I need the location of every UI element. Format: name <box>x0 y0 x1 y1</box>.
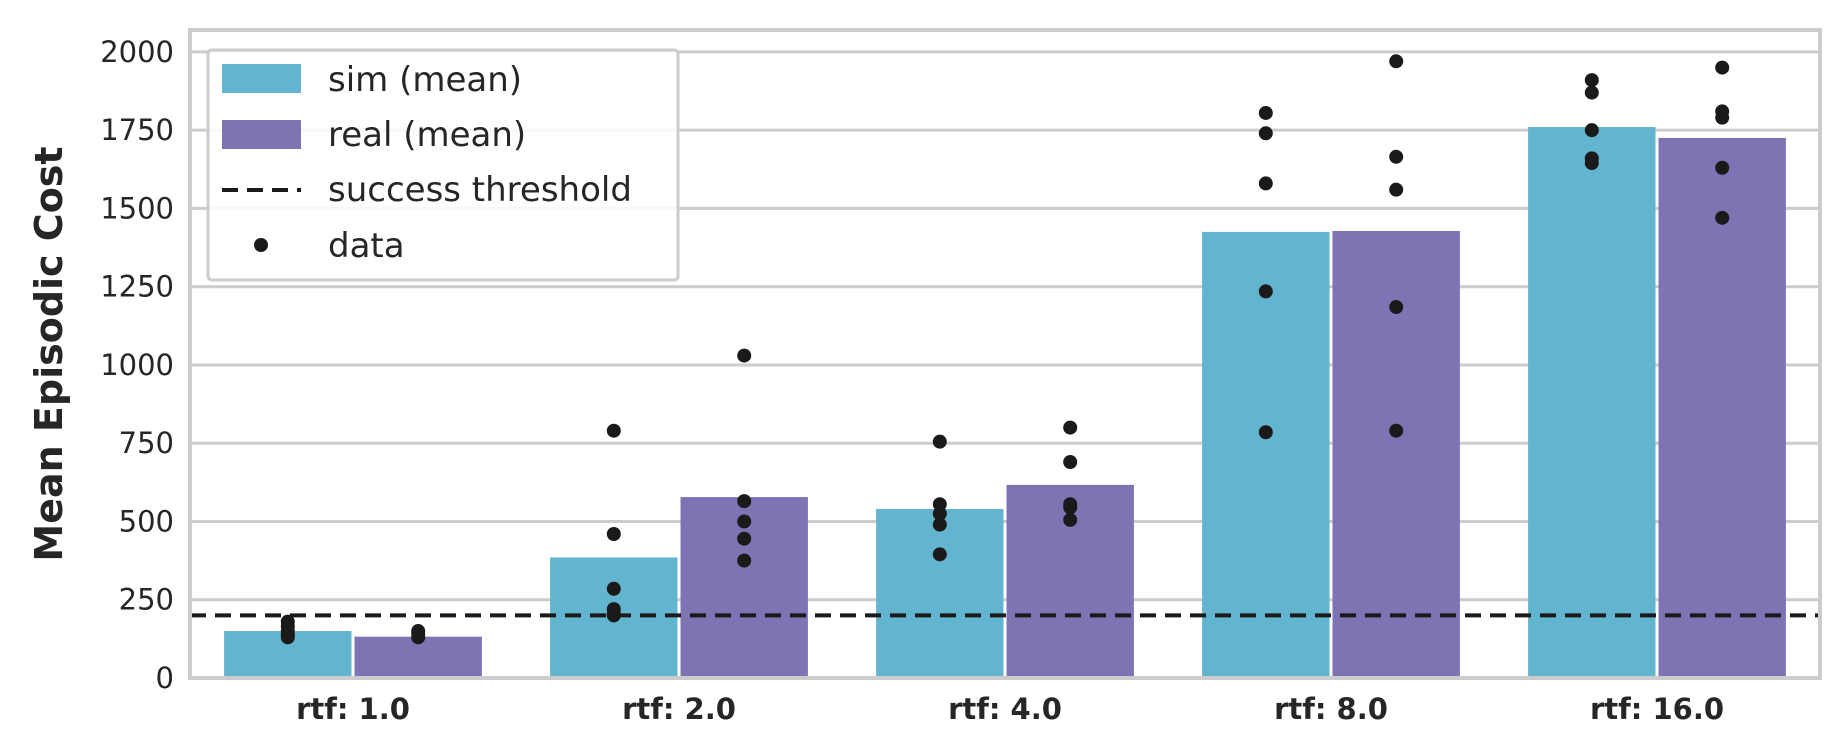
data-point <box>1584 85 1599 100</box>
data-point <box>932 547 947 562</box>
data-point <box>1584 123 1599 138</box>
x-tick-label: rtf: 2.0 <box>622 692 736 726</box>
data-point <box>411 630 426 645</box>
data-point <box>606 527 621 541</box>
data-point <box>606 581 621 596</box>
data-point <box>1715 60 1730 75</box>
x-tick-label: rtf: 8.0 <box>1274 692 1388 726</box>
data-point <box>1258 105 1273 120</box>
data-point <box>1063 500 1078 515</box>
data-point <box>606 423 621 438</box>
plot-frame <box>188 28 1822 680</box>
data-point <box>1715 210 1730 225</box>
data-point <box>737 514 752 529</box>
y-tick-label: 1250 <box>100 270 174 304</box>
x-tick-label: rtf: 4.0 <box>948 692 1062 726</box>
y-tick-label: 1000 <box>100 348 174 382</box>
data-point <box>1063 420 1078 435</box>
y-tick-label: 500 <box>119 504 174 538</box>
bar-sim <box>1528 127 1656 679</box>
data-point <box>1389 54 1404 69</box>
data-point <box>1389 149 1404 164</box>
data-point <box>606 608 621 623</box>
bar-sim <box>1202 231 1330 679</box>
data-point <box>1715 110 1730 125</box>
data-point <box>1389 300 1404 315</box>
legend-label-data: data <box>328 226 405 266</box>
data-point <box>1258 284 1273 299</box>
data-point <box>1584 156 1599 171</box>
legend-label-real: real (mean) <box>328 115 526 155</box>
y-tick-label: 1750 <box>100 113 174 147</box>
bar-sim <box>876 508 1004 678</box>
y-tick-label: 1500 <box>100 191 174 225</box>
data-point <box>1715 160 1730 175</box>
data-point <box>1258 126 1273 141</box>
data-point <box>1063 455 1078 469</box>
data-point <box>932 517 947 532</box>
data-point <box>1389 182 1404 197</box>
x-tick-labels: rtf: 1.0 rtf: 2.0 rtf: 4.0 rtf: 8.0 rtf: 16.… <box>296 692 1724 726</box>
data-point <box>932 434 947 449</box>
y-tick-label: 2000 <box>100 35 174 69</box>
legend-label-threshold: success threshold <box>328 170 632 210</box>
y-axis-label: Mean Episodic Cost <box>27 146 71 561</box>
data-point <box>737 494 752 509</box>
legend-swatch-sim <box>222 64 301 93</box>
x-tick-label: rtf: 16.0 <box>1590 692 1724 726</box>
data-point <box>1258 425 1273 440</box>
data-points <box>280 54 1730 645</box>
data-point <box>737 553 752 568</box>
y-tick-label: 0 <box>156 661 174 695</box>
bar-real <box>1658 138 1786 678</box>
bar-real <box>1332 230 1460 678</box>
data-point <box>1584 73 1599 88</box>
legend-swatch-real <box>222 120 301 149</box>
y-tick-label: 250 <box>119 583 174 617</box>
y-tick-labels: 0 250 500 750 1000 1250 1500 1750 2000 <box>100 35 174 695</box>
legend-swatch-data <box>254 238 268 252</box>
data-point <box>932 506 947 521</box>
data-point <box>1389 423 1404 438</box>
legend-box <box>206 48 680 282</box>
legend-label-sim: sim (mean) <box>328 60 522 100</box>
data-point <box>737 531 752 546</box>
data-point <box>280 630 295 645</box>
legend: sim (mean) real (mean) success threshold… <box>206 48 680 282</box>
y-tick-label: 750 <box>119 426 174 460</box>
data-point <box>737 348 752 363</box>
x-tick-label: rtf: 1.0 <box>296 692 410 726</box>
data-point <box>1063 512 1078 527</box>
data-point <box>1258 176 1273 191</box>
